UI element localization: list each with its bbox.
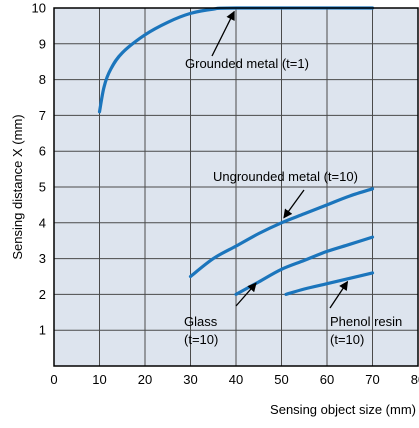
phenol-resin-label-line-1: Phenol resin: [330, 314, 402, 329]
x-tick-label-80: 80: [411, 372, 419, 387]
y-axis-label: Sensing distance X (mm): [10, 114, 25, 259]
ungrounded-metal-annotation: Ungrounded metal (t=10): [213, 169, 358, 219]
x-tick-label-60: 60: [320, 372, 334, 387]
ungrounded-metal-curve: [188, 187, 375, 279]
x-tick-label-20: 20: [138, 372, 152, 387]
y-tick-label-9: 9: [39, 36, 46, 51]
grid-lines: [54, 8, 418, 366]
phenol-resin-label-line-2: (t=10): [330, 332, 364, 347]
y-tick-label-1: 1: [39, 323, 46, 338]
x-tick-label-50: 50: [274, 372, 288, 387]
phenol-resin-leader-arrow: [329, 280, 349, 309]
phenol-resin-annotation: Phenol resin (t=10): [329, 280, 402, 347]
plot-frame: [53, 7, 419, 367]
glass-leader-arrow: [235, 282, 257, 307]
ungrounded-metal-label-line-1: Ungrounded metal (t=10): [213, 169, 358, 184]
glass-label-line-1: Glass: [184, 314, 218, 329]
glass-label-line-2: (t=10): [184, 332, 218, 347]
axis-tick-labels: 0 10 20 30 40 50 60 70 80 1 2 3 4 5 6 7 8 9 10: [32, 1, 419, 388]
x-tick-label-30: 30: [183, 372, 197, 387]
y-tick-label-4: 4: [39, 215, 46, 230]
ungrounded-metal-leader-arrow: [283, 189, 305, 219]
grounded-metal-annotation: Grounded metal (t=1): [185, 10, 309, 71]
curve-annotations: Grounded metal (t=1) Ungrounded metal (t=…: [184, 10, 402, 347]
y-tick-label-6: 6: [39, 144, 46, 159]
x-axis-label: Sensing object size (mm): [270, 402, 416, 417]
grounded-metal-label-line-1: Grounded metal (t=1): [185, 56, 309, 71]
y-tick-label-2: 2: [39, 287, 46, 302]
glass-curve: [234, 235, 375, 296]
x-tick-label-70: 70: [365, 372, 379, 387]
y-tick-label-7: 7: [39, 108, 46, 123]
y-tick-label-3: 3: [39, 251, 46, 266]
grounded-metal-leader-arrow: [211, 10, 235, 57]
x-tick-label-40: 40: [229, 372, 243, 387]
y-tick-label-5: 5: [39, 180, 46, 195]
y-tick-label-10: 10: [32, 1, 46, 16]
y-tick-label-8: 8: [39, 72, 46, 87]
x-tick-label-0: 0: [50, 372, 57, 387]
glass-annotation: Glass (t=10): [184, 282, 257, 347]
x-tick-label-10: 10: [92, 372, 106, 387]
phenol-resin-curve: [284, 271, 375, 296]
